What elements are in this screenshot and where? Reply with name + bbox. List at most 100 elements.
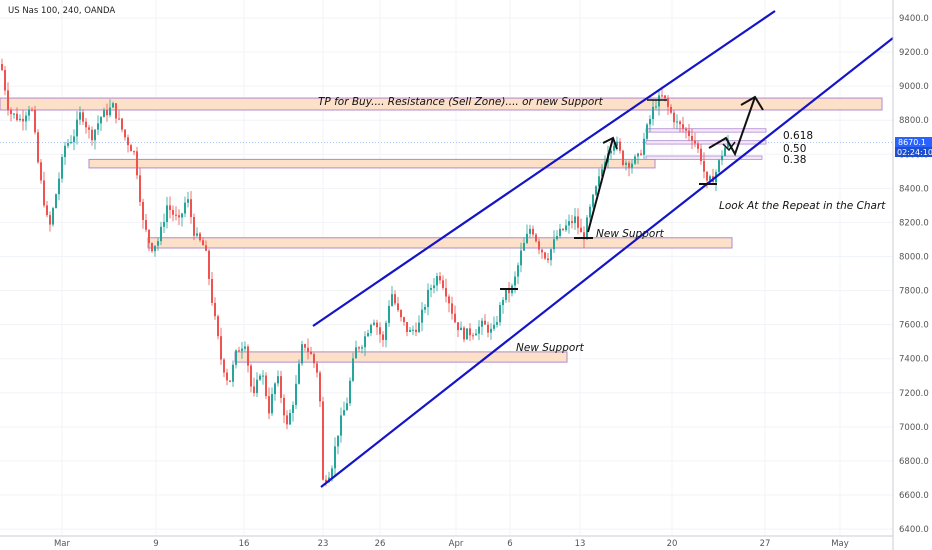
fib-label-38: 0.38: [783, 154, 806, 166]
candle-body: [112, 103, 114, 108]
candle-body: [478, 326, 480, 334]
candle-body: [499, 305, 501, 323]
candle-body: [109, 107, 111, 116]
candle-body: [379, 327, 381, 335]
candle-body: [433, 285, 435, 289]
candle-body: [661, 95, 663, 97]
candle-body: [151, 243, 153, 252]
candle-body: [685, 128, 687, 131]
candle-body: [466, 328, 468, 340]
resistance-zone-top: [0, 97, 883, 111]
candle-body: [79, 112, 81, 120]
candle-body: [25, 115, 27, 122]
candle-body: [439, 276, 441, 281]
candle-body: [640, 153, 642, 155]
fib-label-50: 0.50: [783, 143, 806, 155]
candle-body: [580, 227, 582, 233]
candle-body: [247, 346, 249, 366]
candle-body: [19, 118, 21, 121]
candle-body: [457, 322, 459, 331]
candle-body: [331, 468, 333, 478]
candle-body: [448, 296, 450, 304]
repeat-note-label: Look At the Repeat in the Chart: [719, 200, 886, 212]
fib-box: [645, 128, 767, 133]
candle-body: [244, 346, 246, 349]
candle-body: [700, 148, 702, 162]
candle-body: [625, 162, 627, 165]
candle-body: [724, 147, 726, 157]
candle-body: [136, 151, 138, 176]
candle-body: [364, 336, 366, 348]
candle-body: [538, 241, 540, 250]
candle-body: [67, 143, 69, 146]
candle-body: [616, 141, 618, 146]
candle-body: [370, 324, 372, 334]
candle-body: [142, 201, 144, 220]
candle-body: [523, 243, 525, 251]
y-tick-label: 8800.0: [899, 116, 929, 126]
candle-body: [436, 276, 438, 286]
candle-body: [61, 157, 63, 179]
candle-body: [295, 383, 297, 405]
candle-body: [532, 228, 534, 235]
candle-body: [667, 98, 669, 107]
candle-body: [280, 376, 282, 398]
x-tick-label: 16: [239, 539, 250, 549]
candle-body: [178, 215, 180, 218]
candle-body: [484, 320, 486, 325]
candle-body: [34, 109, 36, 133]
candle-body: [166, 205, 168, 223]
candle-body: [481, 320, 483, 327]
candle-body: [358, 347, 360, 349]
candle-body: [64, 145, 66, 158]
candle-body: [670, 106, 672, 113]
y-tick-label: 6400.0: [899, 525, 929, 535]
candle-body: [514, 276, 516, 286]
candle-body: [289, 412, 291, 425]
candle-body: [652, 106, 654, 120]
candle-body: [175, 214, 177, 216]
new-support-label-upper: New Support: [596, 228, 665, 240]
y-tick-label: 6600.0: [899, 491, 929, 501]
candle-body: [46, 205, 48, 216]
candle-body: [193, 217, 195, 236]
candle-body: [409, 330, 411, 332]
candle-body: [631, 163, 633, 168]
candle-body: [211, 278, 213, 303]
candle-body: [319, 372, 321, 402]
candle-body: [313, 354, 315, 364]
y-tick-label: 7800.0: [899, 287, 929, 297]
candle-body: [229, 380, 231, 382]
candle-body: [718, 160, 720, 173]
y-tick-label: 7200.0: [899, 389, 929, 399]
candle-body: [118, 118, 120, 120]
tp-resistance-label: TP for Buy.... Resistance (Sell Zone)...…: [318, 96, 604, 108]
candle-body: [619, 141, 621, 151]
candle-body: [559, 228, 561, 237]
candle-body: [658, 95, 660, 107]
countdown-tag: [895, 147, 932, 157]
candle-body: [550, 249, 552, 261]
arrow-line-past: [587, 137, 614, 233]
candle-body: [127, 137, 129, 146]
candle-body: [214, 302, 216, 317]
current-price-tag: [895, 137, 932, 147]
candle-body: [568, 221, 570, 226]
candle-body: [226, 372, 228, 381]
candle-body: [427, 289, 429, 307]
candle-body: [634, 156, 636, 164]
candle-body: [337, 435, 339, 447]
x-tick-label: 6: [507, 539, 512, 549]
y-tick-label: 9000.0: [899, 82, 929, 92]
candle-body: [424, 306, 426, 310]
candle-body: [469, 328, 471, 336]
candle-body: [346, 403, 348, 411]
candle-body: [673, 112, 675, 123]
candle-body: [622, 150, 624, 165]
y-tick-label: 9200.0: [899, 48, 929, 58]
candle-body: [340, 415, 342, 436]
candle-body: [583, 232, 585, 240]
candle-body: [181, 213, 183, 218]
candle-body: [520, 250, 522, 266]
